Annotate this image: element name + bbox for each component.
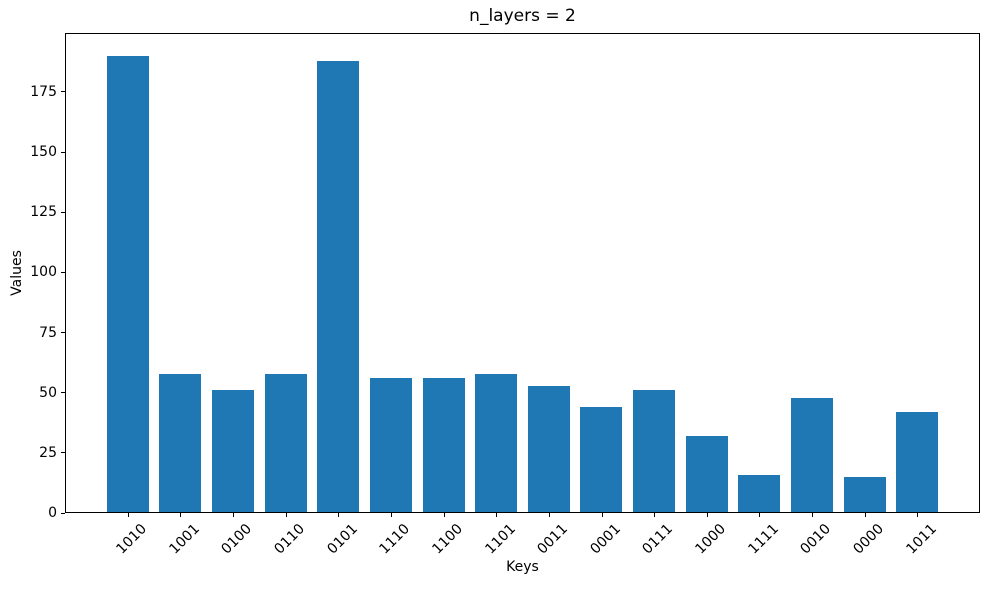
bar-0000 <box>843 476 886 513</box>
x-tick <box>654 513 656 517</box>
x-tick <box>759 513 761 517</box>
bar-1110 <box>369 378 412 513</box>
y-tick <box>61 512 65 514</box>
x-tick <box>706 513 708 517</box>
y-tick <box>61 91 65 93</box>
bar-1001 <box>159 373 202 513</box>
bar-1101 <box>475 373 518 513</box>
x-tick-label: 1110 <box>376 521 414 558</box>
y-tick <box>61 332 65 333</box>
bar-1100 <box>422 378 465 513</box>
y-tick-label: 25 <box>39 444 57 461</box>
x-tick <box>548 513 550 517</box>
x-tick <box>812 513 814 517</box>
bar-0100 <box>211 390 254 513</box>
x-tick-label: 0000 <box>850 521 888 558</box>
y-tick <box>61 392 65 394</box>
bar-1000 <box>685 436 728 513</box>
x-tick-label: 0100 <box>218 521 256 558</box>
y-tick-label: 100 <box>30 264 57 281</box>
y-tick-label: 125 <box>30 204 57 221</box>
y-tick <box>61 151 65 153</box>
x-tick <box>443 513 445 517</box>
bar-0001 <box>580 407 623 513</box>
x-tick-label: 1010 <box>113 521 150 558</box>
x-tick-label: 0011 <box>534 521 572 558</box>
y-tick <box>61 452 65 454</box>
x-tick <box>496 513 498 517</box>
x-tick <box>864 513 866 517</box>
x-tick <box>390 513 392 517</box>
y-tick-label: 150 <box>30 144 57 161</box>
y-tick-label: 50 <box>39 384 57 401</box>
bar-0010 <box>791 397 834 513</box>
x-tick <box>338 513 340 517</box>
bar-0101 <box>317 60 360 513</box>
x-tick-label: 0111 <box>639 521 677 558</box>
x-tick-label: 1001 <box>166 521 203 558</box>
x-axis-label: Keys <box>506 559 539 575</box>
bar-1011 <box>896 411 939 513</box>
x-tick <box>285 513 287 517</box>
x-tick-label: 1100 <box>429 521 466 558</box>
chart-title: n_layers = 2 <box>469 6 576 26</box>
x-tick-label: 0001 <box>587 521 624 558</box>
x-tick-label: 1111 <box>745 521 782 558</box>
x-tick-label: 0010 <box>797 521 835 558</box>
x-tick <box>917 513 919 517</box>
bar-0011 <box>527 385 570 513</box>
bar-1010 <box>106 55 149 513</box>
x-tick-label: 1101 <box>482 521 519 558</box>
x-tick <box>601 513 603 517</box>
x-tick-label: 1000 <box>692 521 730 558</box>
plot-area <box>65 33 980 513</box>
y-tick <box>61 211 65 213</box>
bar-1111 <box>738 474 781 513</box>
x-tick <box>127 513 129 517</box>
x-tick-label: 0110 <box>271 521 308 558</box>
x-tick-label: 1011 <box>903 521 940 558</box>
x-tick-label: 0101 <box>324 521 361 558</box>
x-tick <box>180 513 182 517</box>
bar-0111 <box>633 390 676 513</box>
y-tick-label: 175 <box>30 83 57 100</box>
y-tick-label: 75 <box>39 324 57 341</box>
y-tick-label: 0 <box>48 505 57 521</box>
x-tick <box>232 513 234 517</box>
bar-0110 <box>264 373 307 513</box>
y-tick <box>61 271 65 273</box>
